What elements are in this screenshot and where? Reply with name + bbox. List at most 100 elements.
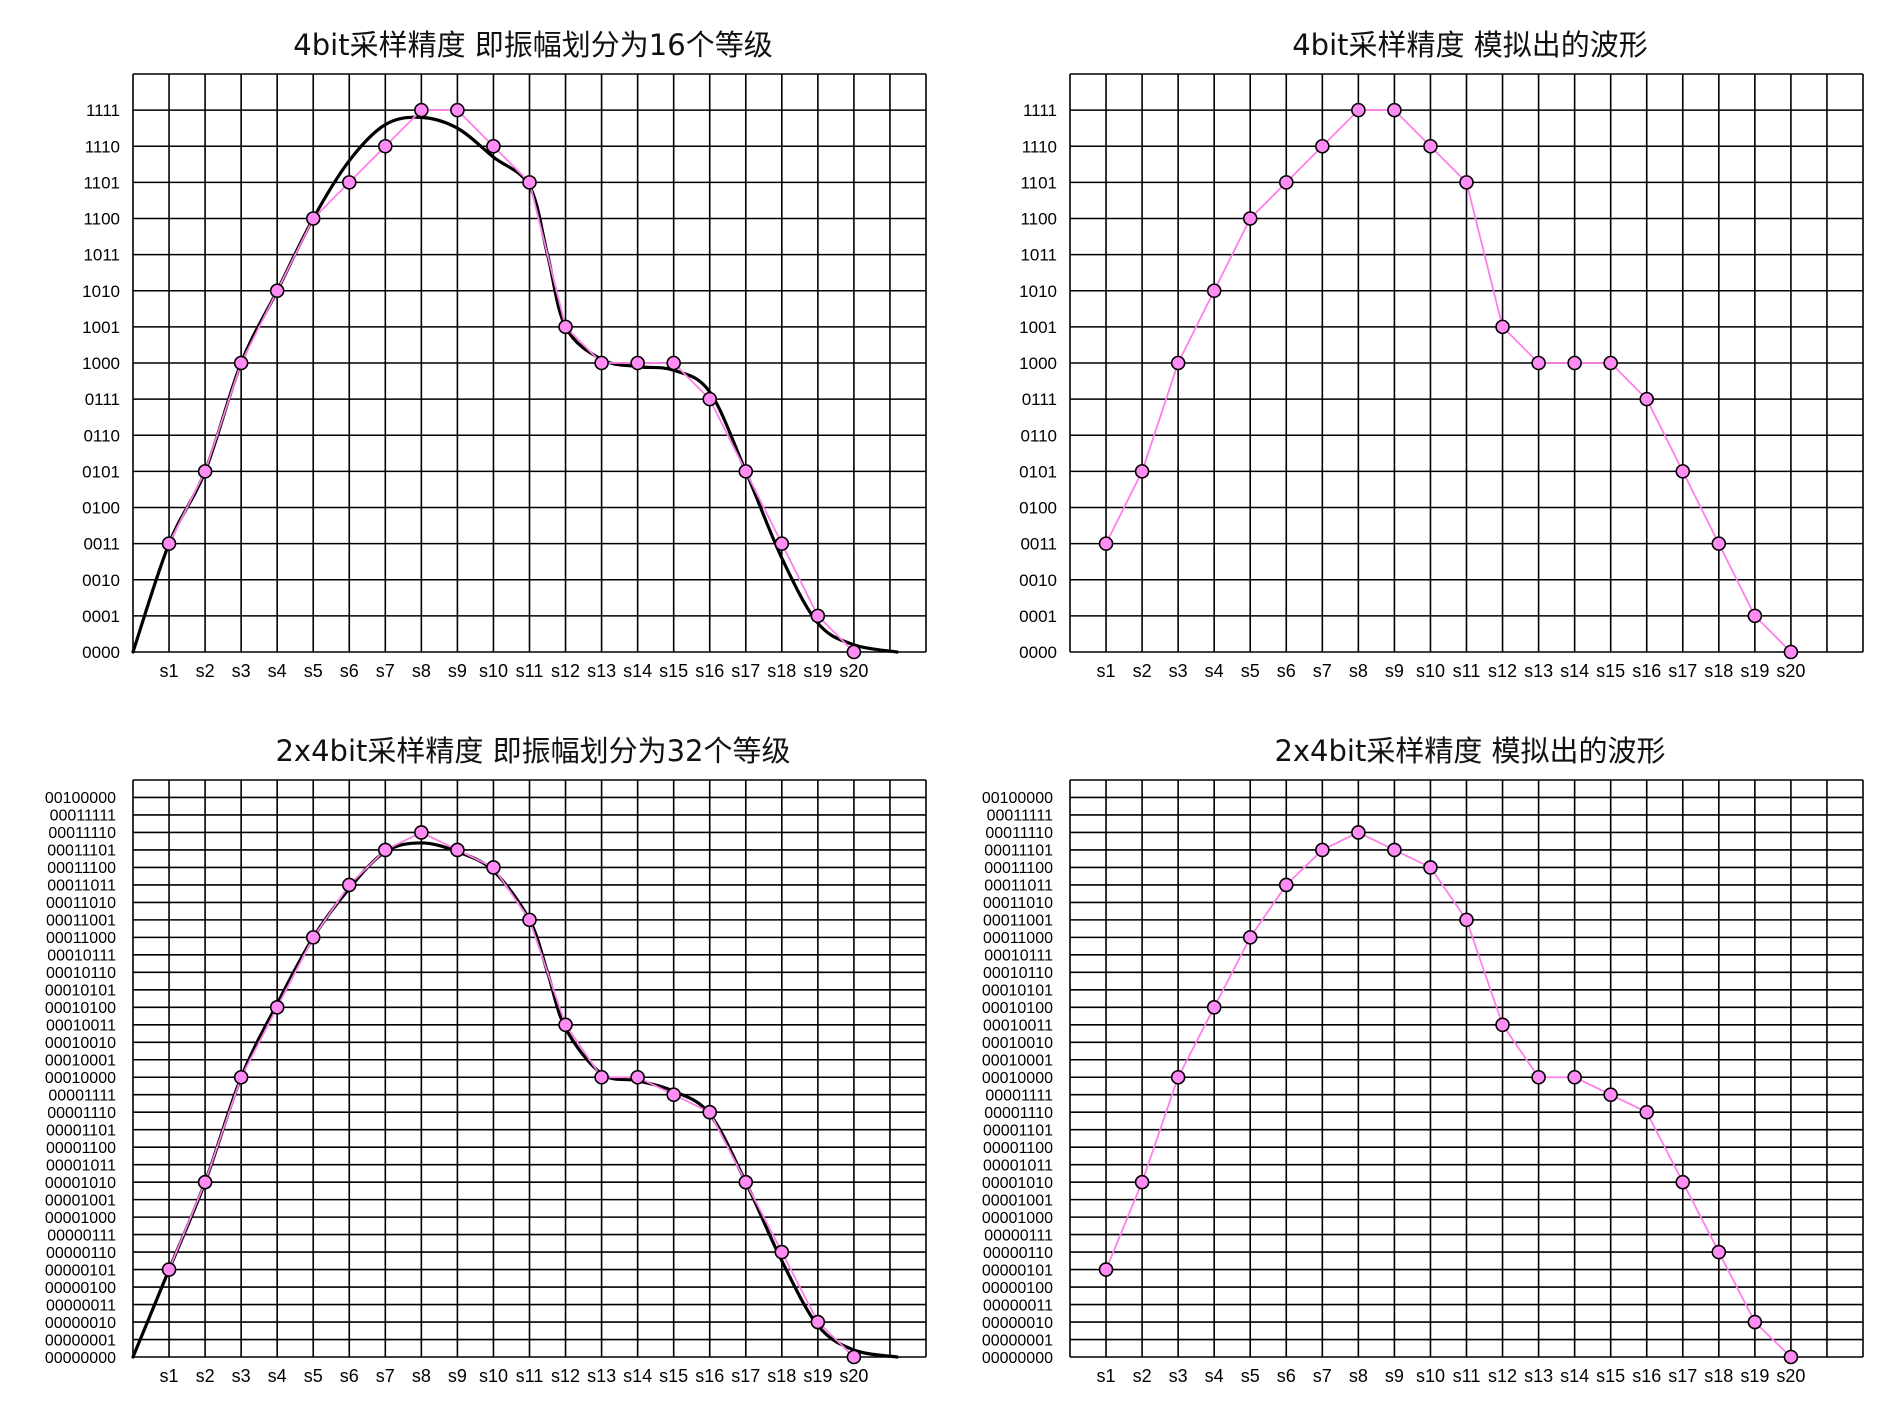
x-tick-label: s7 [1313, 661, 1332, 681]
y-tick-label: 00011110 [48, 825, 116, 842]
y-tick-label: 00010100 [45, 1000, 116, 1017]
y-tick-label: 0110 [83, 426, 120, 445]
y-tick-label: 00000100 [45, 1280, 116, 1297]
y-tick-label: 1110 [85, 137, 120, 156]
y-tick-label: 0011 [1020, 535, 1057, 554]
y-tick-label: 00011100 [47, 860, 116, 877]
x-tick-label: s5 [304, 661, 323, 681]
x-tick-label: s15 [1596, 661, 1625, 681]
y-tick-label: 00011000 [46, 930, 116, 947]
sample-point [1747, 608, 1763, 624]
chart-title: 2x4bit采样精度 模拟出的波形 [1274, 734, 1666, 768]
y-tick-label: 00000001 [982, 1332, 1053, 1349]
sample-point [1206, 283, 1222, 299]
x-tick-label: s4 [268, 1366, 287, 1386]
y-tick-label: 00000010 [982, 1315, 1053, 1332]
sample-point [378, 842, 393, 858]
y-tick-label: 00011011 [984, 878, 1053, 895]
x-tick-label: s11 [1453, 661, 1481, 681]
y-tick-label: 00010110 [46, 965, 116, 982]
y-tick-label: 00010000 [45, 1070, 116, 1087]
y-tick-label: 1011 [1020, 246, 1057, 265]
sample-point [1747, 1314, 1763, 1330]
sample-point [1783, 1349, 1799, 1365]
y-tick-label: 00011010 [983, 895, 1053, 912]
x-tick-label: s20 [839, 661, 868, 681]
chart-3: 0000000000000001000000100000001100000100… [45, 779, 927, 1386]
sample-point [341, 877, 357, 893]
y-tick-label: 00000111 [47, 1227, 116, 1244]
x-tick-label: s16 [1632, 661, 1661, 681]
sample-point [1351, 825, 1366, 840]
y-tick-label: 00000011 [983, 1297, 1053, 1314]
y-tick-label: 0000 [1019, 643, 1057, 662]
y-tick-label: 0010 [1019, 571, 1057, 590]
x-tick-label: s17 [1668, 1366, 1697, 1386]
sample-point [1675, 1174, 1691, 1190]
x-tick-label: s8 [412, 661, 431, 681]
sample-point [233, 355, 249, 371]
y-tick-label: 0101 [82, 462, 120, 481]
x-tick-label: s18 [767, 661, 796, 681]
y-tick-label: 1001 [1019, 318, 1057, 337]
plot-grid [132, 73, 927, 653]
x-tick-label: s7 [376, 661, 395, 681]
y-tick-label: 1010 [1019, 282, 1057, 301]
x-tick-label: s9 [1385, 661, 1404, 681]
sample-point [197, 1174, 213, 1190]
y-tick-label: 00011000 [983, 930, 1053, 947]
sample-point [1134, 464, 1150, 479]
y-tick-label: 00000101 [45, 1262, 116, 1279]
x-tick-label: s6 [340, 1366, 359, 1386]
y-tick-label: 00001011 [983, 1157, 1053, 1174]
y-tick-label: 00001010 [982, 1175, 1053, 1192]
y-tick-label: 00010010 [45, 1035, 116, 1052]
sample-point [197, 464, 213, 479]
sample-point [1098, 536, 1114, 551]
sample-point [269, 1000, 285, 1015]
y-tick-label: 00010101 [982, 983, 1053, 1000]
y-tick-label: 00000110 [983, 1245, 1053, 1262]
chart-4: 0000000000000001000000100000001100000100… [982, 779, 1864, 1386]
x-tick-label: s19 [1740, 1366, 1769, 1386]
y-tick-label: 00001111 [985, 1087, 1053, 1104]
x-tick-label: s5 [1241, 661, 1260, 681]
sample-point [414, 102, 429, 118]
x-tick-label: s17 [731, 661, 760, 681]
x-tick-label: s13 [1524, 661, 1553, 681]
x-tick-label: s11 [516, 1366, 544, 1386]
y-tick-label: 00011101 [984, 843, 1053, 860]
y-tick-label: 00000110 [46, 1245, 116, 1262]
sample-line [1105, 831, 1792, 1358]
y-tick-label: 00010001 [982, 1053, 1053, 1070]
y-tick-label: 00001100 [46, 1140, 116, 1157]
sample-point [666, 355, 681, 371]
sample-point [1603, 1087, 1618, 1103]
chart-2: 0000 0001 0010 0011 0100 0101 0110 0111 1000 1001… [1019, 73, 1864, 681]
y-tick-label: 1010 [82, 282, 120, 301]
sample-point [558, 319, 573, 335]
x-tick-label: s1 [160, 1366, 179, 1386]
y-tick-label: 00011111 [987, 808, 1054, 825]
y-tick-label: 00001110 [47, 1105, 116, 1122]
x-tick-label: s20 [1776, 661, 1805, 681]
y-tick-label: 00001011 [46, 1157, 116, 1174]
y-tick-label: 00010110 [983, 965, 1053, 982]
sample-point [1098, 1262, 1114, 1277]
y-tick-label: 00010000 [982, 1070, 1053, 1087]
x-tick-label: s6 [1277, 1366, 1296, 1386]
x-tick-label: s7 [1313, 1366, 1332, 1386]
y-tick-label: 00000001 [45, 1332, 116, 1349]
x-tick-label: s6 [340, 661, 359, 681]
x-tick-label: s3 [1169, 661, 1188, 681]
y-tick-label: 1110 [1022, 137, 1057, 156]
x-tick-label: s17 [731, 1366, 760, 1386]
sample-point [486, 138, 501, 154]
y-tick-label: 00000100 [982, 1280, 1053, 1297]
y-tick-label: 00001101 [46, 1122, 116, 1139]
x-tick-label: s19 [1740, 661, 1769, 681]
y-tick-label: 0010 [82, 571, 120, 590]
y-tick-label: 0110 [1020, 426, 1057, 445]
y-tick-label: 00011111 [50, 808, 117, 825]
